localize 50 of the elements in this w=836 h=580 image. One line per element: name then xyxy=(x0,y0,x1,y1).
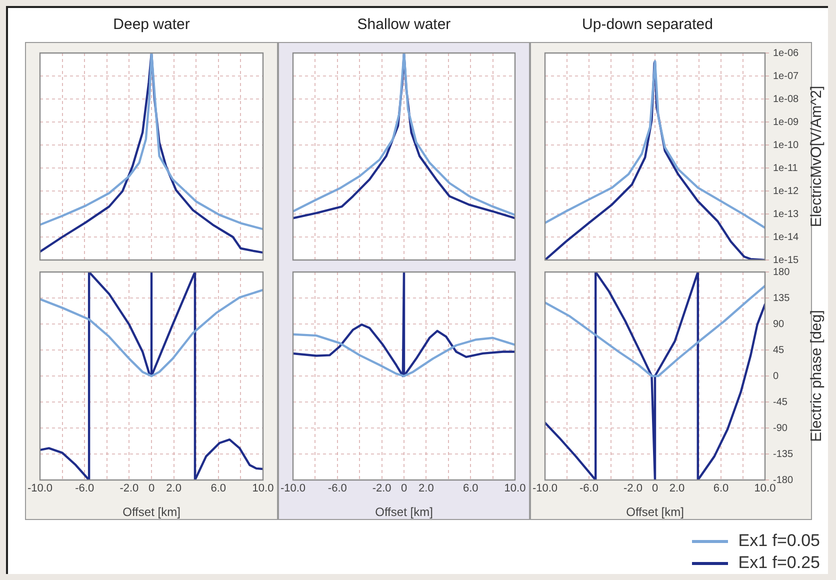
y-tick-label: -90 xyxy=(773,422,788,434)
x-tick-label: 2.0 xyxy=(669,482,685,495)
y-tick-label: 1e-07 xyxy=(773,70,800,82)
x-tick-label: 10.0 xyxy=(252,482,274,495)
y-tick-label: 1e-12 xyxy=(773,186,800,197)
y-tick-label: 1e-10 xyxy=(773,140,800,151)
x-tick-label: -10.0 xyxy=(280,482,306,495)
y-tick-label: 45 xyxy=(773,344,785,356)
x-tick-label: 0 xyxy=(400,482,408,495)
legend-label: Ex1 f=0.05 xyxy=(738,530,820,552)
x-tick-label: -6.0 xyxy=(328,482,347,495)
y-tick-label: 1e-08 xyxy=(773,94,800,105)
x-tick-label: -6.0 xyxy=(75,482,94,495)
y-tick-label: 1e-09 xyxy=(773,116,800,128)
x-tick-label: -2.0 xyxy=(120,482,139,495)
x-tick-label: 0 xyxy=(652,482,658,495)
x-tick-label: 2.0 xyxy=(418,482,434,495)
y-tick-label: 1e-15 xyxy=(773,254,800,266)
chart-title: Shallow water xyxy=(356,16,452,33)
x-tick-label: -2.0 xyxy=(624,482,642,495)
x-tick-label: 2.0 xyxy=(166,482,182,495)
x-tick-label: 6.0 xyxy=(713,482,729,495)
x-tick-label: 6.0 xyxy=(210,482,226,495)
x-tick-label: 10.0 xyxy=(504,482,526,495)
x-tick-label: 6.0 xyxy=(462,482,478,495)
chart-title: Deep water xyxy=(112,16,191,33)
y-axis-title: ElectricMvO[V/Am^2] xyxy=(808,86,826,228)
y-axis-title: Electric phase [deg] xyxy=(808,310,826,442)
x-axis-title: Offset [km] xyxy=(375,505,433,520)
y-tick-label: 1e-13 xyxy=(773,208,800,220)
x-axis-title: Offset [km] xyxy=(626,505,684,520)
chart-title: Up-down separated xyxy=(581,16,714,33)
y-tick-label: -135 xyxy=(773,448,794,460)
y-tick-label: 1e-06 xyxy=(773,48,800,59)
y-tick-label: 135 xyxy=(773,292,790,304)
x-axis-title: Offset [km] xyxy=(122,505,180,520)
legend-label: Ex1 f=0.25 xyxy=(738,552,820,574)
x-tick-label: 10.0 xyxy=(754,482,776,495)
y-tick-label: 180 xyxy=(773,266,790,278)
y-tick-label: -180 xyxy=(773,474,794,486)
y-tick-label: 90 xyxy=(773,318,785,330)
y-tick-label: 1e-11 xyxy=(773,162,798,174)
y-tick-label: 1e-14 xyxy=(773,232,800,243)
y-tick-label: -45 xyxy=(773,396,788,408)
x-tick-label: -10.0 xyxy=(27,482,53,495)
y-tick-label: 0 xyxy=(773,370,779,382)
x-tick-label: 0 xyxy=(148,482,155,495)
x-tick-label: -2.0 xyxy=(372,482,392,495)
x-tick-label: -6.0 xyxy=(580,482,598,495)
x-tick-label: -10.0 xyxy=(532,482,558,495)
